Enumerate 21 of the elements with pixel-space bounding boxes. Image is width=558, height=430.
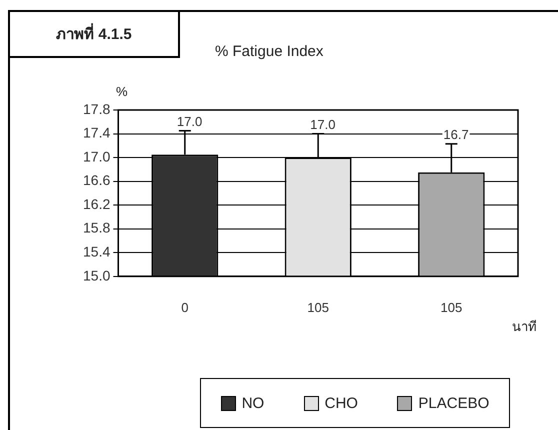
y-tick-label: 16.6 [83,172,110,188]
y-tick-label: 15.4 [83,243,110,260]
legend-label: CHO [324,394,358,412]
text: ภาพที่ 4.1.5 [8,10,180,58]
x-tick-label: 105 [440,300,462,315]
x-tick-label: 105 [307,300,329,315]
legend-label: NO [240,394,264,412]
data-label: 17.0 [310,116,336,132]
y-tick-label: 17.8 [83,100,110,117]
y-tick-label: 15.0 [83,267,110,284]
y-tick-label: 17.0 [83,148,110,164]
x-axis-title: นาที [512,318,537,336]
y-tick-label: 17.4 [83,124,110,141]
y-tick-label: 16.2 [83,196,110,212]
y-tick-label: 15.8 [83,220,110,236]
chart-title: % Fatigue Index [215,43,324,60]
x-tick-label: 0 [181,300,188,315]
data-label: 16.7 [443,126,469,142]
legend-label: PLACEBO [417,394,490,412]
data-label: 17.0 [176,114,202,129]
y-axis-title: % [116,84,128,99]
